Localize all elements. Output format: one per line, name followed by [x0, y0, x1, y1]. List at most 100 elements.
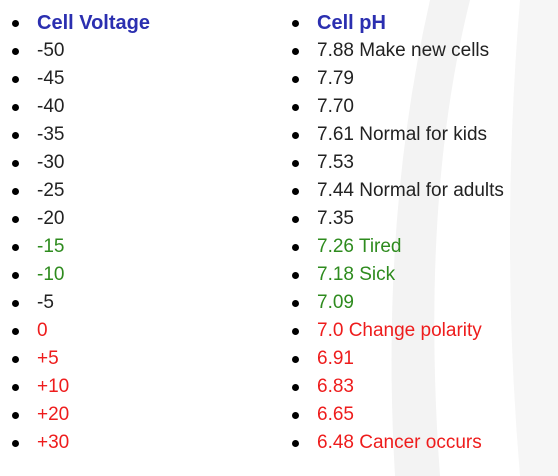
- cell-voltage-item: +20: [8, 401, 258, 429]
- bullet-icon: [12, 243, 19, 251]
- bullet-icon: [12, 187, 19, 195]
- bullet-icon: [292, 355, 299, 363]
- cell-ph-item-text: 6.65: [317, 404, 354, 425]
- cell-ph-item: 7.53: [288, 149, 556, 177]
- cell-ph-item: 7.26 Tired: [288, 233, 556, 261]
- bullet-icon: [292, 131, 299, 139]
- cell-ph-item: 6.83: [288, 373, 556, 401]
- bullet-icon: [292, 411, 299, 419]
- cell-voltage-item-text: +20: [37, 404, 70, 425]
- cell-ph-column: Cell pH 7.88 Make new cells 7.79 7.70 7.61 …: [288, 9, 556, 457]
- cell-ph-item-text: 7.53: [317, 152, 354, 173]
- cell-voltage-item: -25: [8, 177, 258, 205]
- cell-voltage-item: -40: [8, 93, 258, 121]
- bullet-icon: [12, 355, 19, 363]
- cell-ph-item: 6.48 Cancer occurs: [288, 429, 556, 457]
- cell-voltage-item-text: -25: [37, 180, 65, 201]
- bullet-icon: [12, 439, 19, 447]
- bullet-icon: [12, 215, 19, 223]
- cell-voltage-item-text: -50: [37, 40, 65, 61]
- cell-voltage-heading-text: Cell Voltage: [37, 11, 150, 34]
- bullet-icon: [12, 299, 19, 307]
- cell-ph-item: 7.70: [288, 93, 556, 121]
- bullet-icon: [292, 19, 299, 27]
- cell-ph-item-text: 7.0 Change polarity: [317, 320, 482, 341]
- cell-ph-item-text: 6.48 Cancer occurs: [317, 432, 482, 453]
- bullet-icon: [12, 327, 19, 335]
- bullet-icon: [292, 103, 299, 111]
- bullet-icon: [12, 383, 19, 391]
- bullet-icon: [12, 411, 19, 419]
- cell-ph-item-text: 7.44 Normal for adults: [317, 180, 504, 201]
- cell-ph-item: 7.44 Normal for adults: [288, 177, 556, 205]
- bullet-icon: [292, 439, 299, 447]
- cell-voltage-item-text: -15: [37, 236, 65, 257]
- cell-voltage-item: +30: [8, 429, 258, 457]
- cell-ph-item-text: 6.91: [317, 348, 354, 369]
- bullet-icon: [292, 327, 299, 335]
- cell-ph-list: 7.88 Make new cells 7.79 7.70 7.61 Normal f…: [288, 37, 556, 457]
- bullet-icon: [292, 383, 299, 391]
- cell-voltage-item-text: -20: [37, 208, 65, 229]
- cell-ph-item: 7.0 Change polarity: [288, 317, 556, 345]
- cell-ph-item-text: 6.83: [317, 376, 354, 397]
- cell-voltage-item-text: -30: [37, 152, 65, 173]
- cell-voltage-item: -15: [8, 233, 258, 261]
- bullet-icon: [12, 131, 19, 139]
- cell-voltage-item: +5: [8, 345, 258, 373]
- cell-voltage-item-text: +10: [37, 376, 70, 397]
- bullet-icon: [12, 103, 19, 111]
- cell-ph-item-text: 7.88 Make new cells: [317, 40, 490, 61]
- cell-voltage-list: -50 -45 -40 -35 -30 -25 -20 -15 -10 -5 0 +5 +10 +20 +3…: [8, 37, 258, 457]
- cell-ph-item: 7.88 Make new cells: [288, 37, 556, 65]
- bullet-icon: [12, 47, 19, 55]
- cell-voltage-heading: Cell Voltage: [8, 9, 258, 37]
- cell-ph-item: 7.09: [288, 289, 556, 317]
- cell-voltage-item-text: +30: [37, 432, 70, 453]
- bullet-icon: [12, 19, 19, 27]
- cell-voltage-item-text: -45: [37, 68, 65, 89]
- cell-voltage-item-text: -5: [37, 292, 54, 313]
- cell-voltage-item: -10: [8, 261, 258, 289]
- cell-ph-item-text: 7.70: [317, 96, 354, 117]
- bullet-icon: [292, 215, 299, 223]
- cell-ph-item-text: 7.09: [317, 292, 354, 313]
- cell-ph-item-text: 7.61 Normal for kids: [317, 124, 488, 145]
- cell-voltage-column: Cell Voltage -50 -45 -40 -35 -30 -25 -20 -15 -10…: [8, 9, 258, 457]
- bullet-icon: [12, 75, 19, 83]
- cell-voltage-item: -35: [8, 121, 258, 149]
- cell-voltage-item-text: -35: [37, 124, 65, 145]
- bullet-icon: [292, 271, 299, 279]
- cell-voltage-item: +10: [8, 373, 258, 401]
- bullet-icon: [292, 187, 299, 195]
- cell-voltage-item: -45: [8, 65, 258, 93]
- cell-voltage-item: -50: [8, 37, 258, 65]
- cell-ph-item-text: 7.79: [317, 68, 354, 89]
- bullet-icon: [292, 243, 299, 251]
- cell-ph-heading-text: Cell pH: [317, 11, 386, 34]
- bullet-icon: [12, 271, 19, 279]
- bullet-icon: [292, 75, 299, 83]
- bullet-icon: [292, 159, 299, 167]
- cell-voltage-item: -30: [8, 149, 258, 177]
- cell-ph-item-text: 7.35: [317, 208, 354, 229]
- cell-ph-item-text: 7.26 Tired: [317, 236, 402, 257]
- cell-ph-item: 6.65: [288, 401, 556, 429]
- cell-voltage-item-text: +5: [37, 348, 59, 369]
- cell-voltage-item-text: 0: [37, 320, 48, 341]
- cell-ph-item: 7.61 Normal for kids: [288, 121, 556, 149]
- cell-ph-item-text: 7.18 Sick: [317, 264, 396, 285]
- bullet-icon: [12, 159, 19, 167]
- cell-voltage-item-text: -40: [37, 96, 65, 117]
- cell-ph-item: 7.79: [288, 65, 556, 93]
- cell-voltage-item: 0: [8, 317, 258, 345]
- bullet-icon: [292, 47, 299, 55]
- cell-voltage-item: -20: [8, 205, 258, 233]
- cell-ph-item: 7.35: [288, 205, 556, 233]
- cell-ph-heading: Cell pH: [288, 9, 556, 37]
- cell-voltage-item: -5: [8, 289, 258, 317]
- cell-ph-item: 6.91: [288, 345, 556, 373]
- cell-voltage-item-text: -10: [37, 264, 65, 285]
- cell-ph-item: 7.18 Sick: [288, 261, 556, 289]
- bullet-icon: [292, 299, 299, 307]
